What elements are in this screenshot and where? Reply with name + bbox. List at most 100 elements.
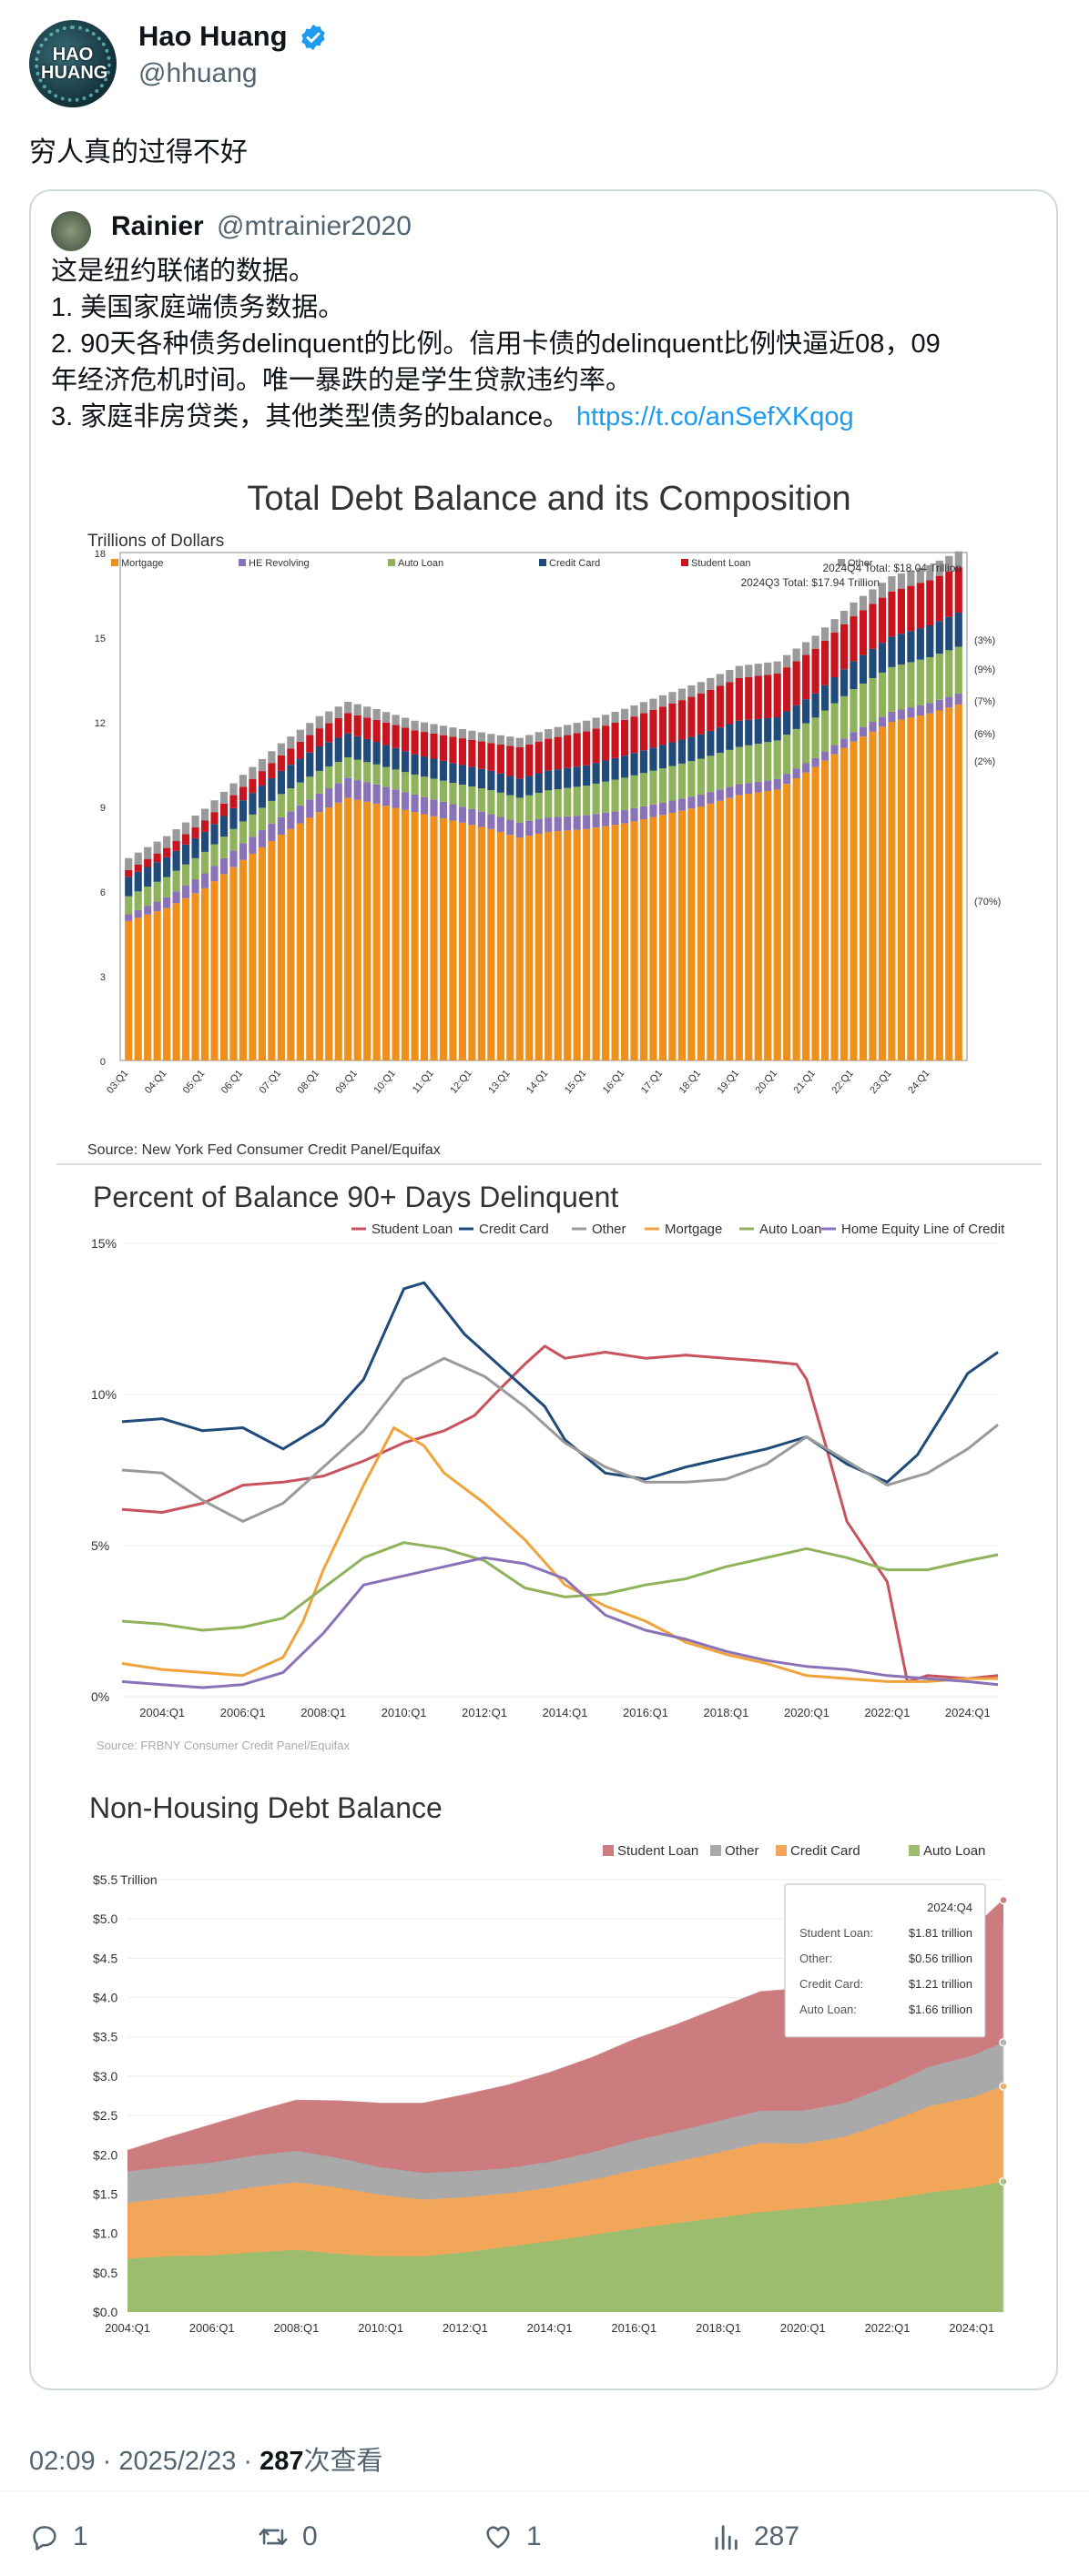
chart1-bar-segment [830, 619, 839, 633]
chart1-bar-segment [191, 857, 199, 880]
chart1-bar-segment [630, 753, 638, 776]
chart1-bar-segment [735, 746, 743, 785]
chart1-bar-segment [239, 843, 248, 860]
chart1-bar-segment [239, 800, 248, 822]
chart1-bar-segment [287, 736, 295, 749]
chart1-bar-segment [916, 659, 924, 705]
chart1-xtick: 18:Q1 [677, 1068, 703, 1096]
chart1-bar-segment [525, 836, 534, 1060]
chart3-xtick: 2008:Q1 [274, 2321, 320, 2335]
chart1-bar-segment [258, 771, 266, 786]
chart1-bar-segment [687, 808, 696, 1060]
chart1-bar-segment [745, 745, 753, 784]
chart1-bar-segment [182, 864, 190, 886]
chart1-bar-segment [182, 834, 190, 845]
chart3-ytick: $3.5 [93, 2030, 117, 2044]
chart1-bar-segment [658, 768, 667, 803]
chart1-bar-segment [153, 862, 161, 882]
chart1-bar-segment [306, 799, 314, 818]
chart1-bar-segment [716, 727, 724, 754]
chart1-bar-segment [487, 743, 495, 771]
chart1-bar-segment [639, 750, 648, 774]
quote-avatar[interactable] [51, 211, 91, 251]
chart1-bar-segment [954, 567, 962, 614]
quote-author-handle[interactable]: @mtrainier2020 [217, 211, 412, 241]
chart1-bar-segment [573, 766, 581, 787]
chart1-bar-segment [564, 816, 572, 831]
chart1-xtick: 05:Q1 [181, 1068, 207, 1096]
chart1-bar-segment [916, 705, 924, 716]
chart3-ylabel: Trillion [120, 1872, 158, 1887]
chart1-bar-segment [639, 818, 648, 1060]
chart1-bar-segment [745, 783, 753, 795]
chart1-bar-segment [411, 720, 419, 731]
like-button[interactable]: 1 [483, 2521, 542, 2552]
chart1-bar-segment [487, 790, 495, 815]
chart1-bar-segment [630, 716, 638, 754]
chart1-bar-segment [458, 806, 467, 823]
chart1-bar-segment [430, 733, 438, 759]
retweet-button[interactable]: 0 [257, 2521, 318, 2552]
chart1-bar-segment [764, 717, 772, 743]
chart1-bar-segment [468, 739, 476, 767]
avatar-text: HAO HUANG [41, 45, 108, 83]
chart1-bar-segment [372, 709, 381, 720]
chart1-bar-segment [735, 795, 743, 1060]
chart1-bar-segment [859, 736, 868, 1060]
chart2-legend-label: Auto Loan [759, 1222, 821, 1237]
chart2-xtick: 2018:Q1 [704, 1706, 749, 1719]
chart1-bar-segment [897, 573, 905, 589]
chart1-bar-segment [544, 738, 553, 771]
chart1-bar-segment [754, 792, 762, 1060]
chart1-bar-segment [420, 732, 429, 757]
tweet-timestamp[interactable]: 02:09 · 2025/2/23 · 287次查看 [29, 2439, 383, 2478]
quote-author-name[interactable]: Rainier [111, 211, 204, 241]
chart2-ytick: 15% [91, 1236, 117, 1251]
views-button[interactable]: 287 [710, 2521, 799, 2552]
author-handle[interactable]: @hhuang [138, 58, 258, 88]
chart1-bar-segment [716, 789, 724, 801]
chart1-bar-segment [363, 717, 371, 739]
chart2-ytick: 10% [91, 1387, 117, 1402]
chart1-bar-segment [287, 788, 295, 812]
chart1-bar-segment [878, 716, 887, 727]
chart1-bar-segment [125, 877, 133, 897]
chart1-bar-segment [210, 844, 219, 867]
chart1-bar-segment [850, 661, 858, 690]
chart1-bar-segment [869, 589, 877, 604]
chart1-bar-segment [554, 816, 562, 832]
reply-button[interactable]: 1 [29, 2521, 88, 2552]
author-avatar[interactable]: HAO HUANG [29, 20, 117, 107]
quote-line: 1. 美国家庭端债务数据。 [51, 293, 345, 322]
chart3-tooltip-value: $1.21 trillion [909, 1977, 972, 1991]
chart1-bar-segment [897, 588, 905, 634]
reply-icon [33, 2526, 56, 2551]
chart1-bar-segment [783, 784, 791, 1060]
chart1-bar-segment [869, 603, 877, 649]
chart1-bar-segment [544, 790, 553, 818]
chart1-bar-segment [325, 788, 333, 808]
chart1-bar-segment [716, 685, 724, 728]
chart2-series-line [121, 1356, 999, 1523]
quote-link[interactable]: https://t.co/anSefXKqog [575, 402, 854, 431]
verified-badge-icon [301, 25, 325, 50]
chart1-bar-segment [277, 835, 285, 1060]
chart1-bar-segment [515, 778, 524, 798]
chart1-bar-segment [496, 773, 504, 793]
chart1-bar-segment [229, 807, 238, 829]
quoted-tweet[interactable] [29, 189, 1058, 2390]
chart1-bar-segment [506, 745, 514, 776]
chart1-legend-label: Student Loan [691, 558, 750, 569]
chart1-bar-segment [869, 677, 877, 722]
chart3-areas [127, 1895, 1008, 2312]
chart1-bar-segment [859, 610, 868, 655]
chart1-bar-segment [602, 715, 610, 726]
chart3-area [127, 2086, 1003, 2259]
author-name[interactable]: Hao Huang [138, 20, 288, 52]
chart1-bar-segment [573, 829, 581, 1060]
chart1-bar-segment [258, 830, 266, 847]
chart1-bar-segment [954, 613, 962, 647]
chart1-bar-segment [401, 809, 410, 1061]
chart1-bar-segment [649, 747, 657, 771]
chart1-bar-segment [649, 709, 657, 748]
